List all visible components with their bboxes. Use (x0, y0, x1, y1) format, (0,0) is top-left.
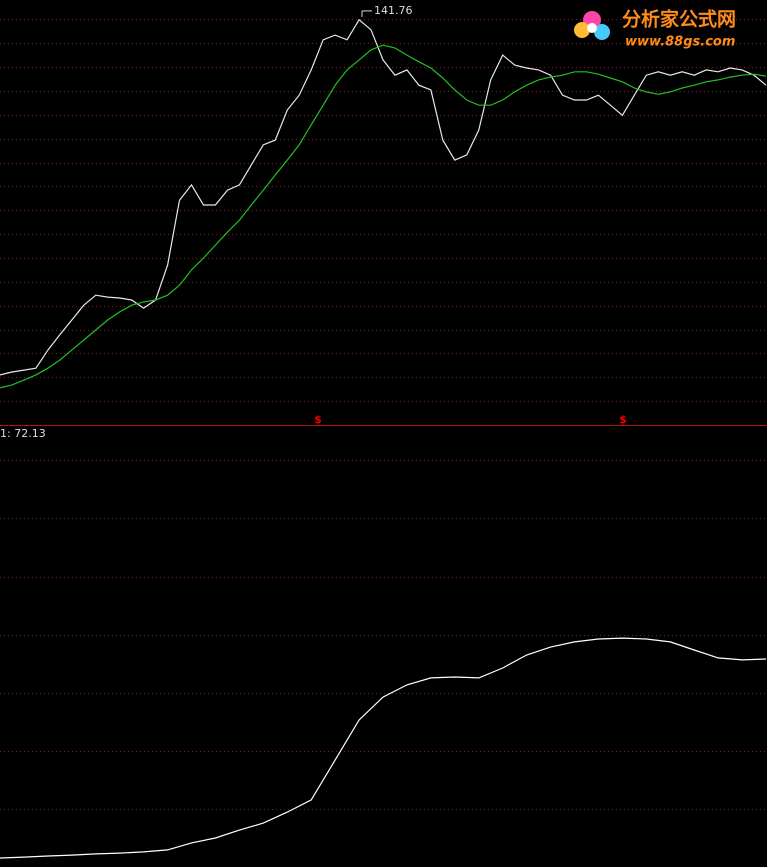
series-line (0, 637, 767, 859)
signal: $ (619, 413, 627, 426)
logo-petal (574, 22, 590, 38)
logo-petal (594, 24, 610, 40)
high-label: 141.76 (374, 4, 413, 17)
indicator-label: 1: 72.13 (0, 427, 46, 440)
series-line (0, 18, 767, 376)
logo-title: 分析家公式网 (622, 8, 736, 31)
logo: 分析家公式网 www.88gs.com (574, 8, 736, 50)
logo-url: www.88gs.com (625, 35, 735, 50)
signal: $ (314, 413, 322, 426)
series-line (0, 44, 767, 389)
logo-center (587, 23, 597, 33)
